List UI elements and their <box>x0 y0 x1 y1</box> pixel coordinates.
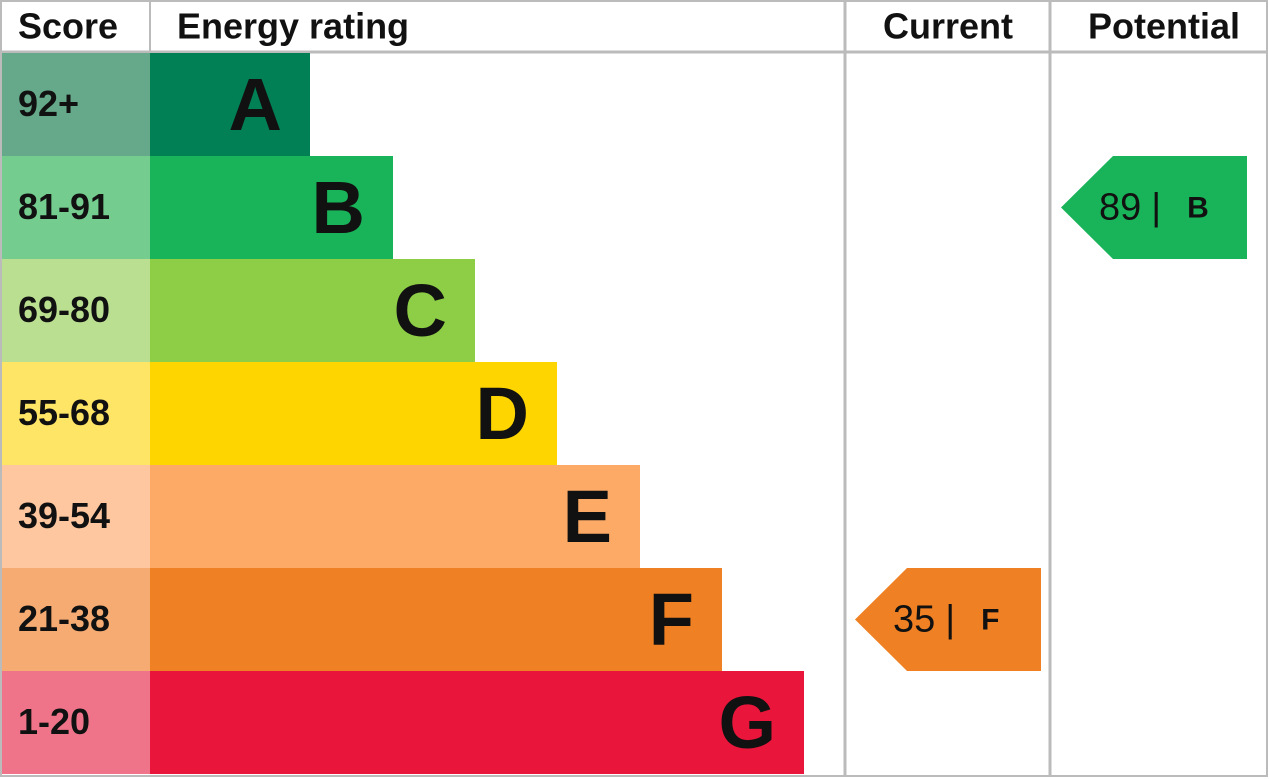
rating-bar <box>150 568 722 671</box>
score-range: 55-68 <box>18 392 110 433</box>
rating-bar <box>150 671 804 774</box>
score-range: 69-80 <box>18 289 110 330</box>
potential-value: 89 <box>1099 187 1141 229</box>
rating-letter: C <box>394 269 447 352</box>
score-range: 92+ <box>18 83 79 124</box>
rating-bar <box>150 156 393 259</box>
rating-letter: B <box>312 166 365 249</box>
header-current: Current <box>883 6 1013 47</box>
score-range: 21-38 <box>18 598 110 639</box>
score-cell <box>2 568 150 671</box>
potential-label: 89 | B <box>1099 187 1209 229</box>
current-label: 35 | F <box>893 599 999 641</box>
rating-letter: G <box>718 681 776 764</box>
rating-bar <box>150 465 640 568</box>
potential-rating: B <box>1187 191 1209 224</box>
score-cell <box>2 259 150 362</box>
rating-bar <box>150 362 557 465</box>
rating-bar <box>150 53 310 156</box>
score-range: 81-91 <box>18 186 110 227</box>
rating-bar <box>150 259 475 362</box>
potential-separator: | <box>1151 187 1161 229</box>
current-arrow <box>855 568 1041 671</box>
score-cell <box>2 465 150 568</box>
current-value: 35 <box>893 599 935 641</box>
header-score: Score <box>18 6 118 47</box>
score-cell <box>2 53 150 156</box>
score-cell <box>2 362 150 465</box>
header-rating: Energy rating <box>177 6 409 47</box>
header-potential: Potential <box>1088 6 1240 47</box>
rating-letter: D <box>476 372 529 455</box>
current-separator: | <box>945 599 955 641</box>
score-range: 1-20 <box>18 701 90 742</box>
current-rating: F <box>981 603 999 636</box>
rating-letter: E <box>563 475 612 558</box>
score-cell <box>2 156 150 259</box>
potential-arrow <box>1061 156 1247 259</box>
rating-letter: F <box>649 578 694 661</box>
score-cell <box>2 671 150 774</box>
score-range: 39-54 <box>18 495 110 536</box>
rating-letter: A <box>229 63 282 146</box>
